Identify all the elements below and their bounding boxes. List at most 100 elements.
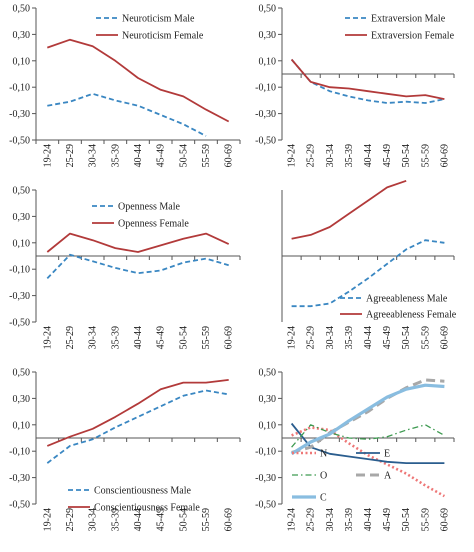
x-tick-label: 45-49 — [382, 326, 393, 349]
legend-label: Neuroticism Female — [122, 31, 204, 42]
chart-panel-6: -0,50 -0,30 -0,10 0,10 0,30 0,50 19-24 25-29 30-… — [255, 368, 455, 531]
x-tick-label: 40-44 — [133, 144, 144, 167]
x-tick-label: 25-29 — [65, 144, 76, 167]
x-tick-label: 25-29 — [306, 508, 317, 531]
x-tick-label: 55-59 — [201, 508, 212, 531]
x-tick-label: 30-34 — [325, 144, 336, 167]
y-tick-label: -0,10 — [9, 83, 30, 94]
y-tick-label: 0,10 — [13, 238, 31, 249]
y-tick-label: -0,30 — [255, 109, 276, 120]
x-tick-label: 45-49 — [156, 144, 167, 167]
legend-label: N — [320, 449, 327, 460]
x-tick-label: 35-39 — [110, 144, 121, 167]
y-tick-label: 0,50 — [259, 4, 277, 15]
legend-label: Openness Male — [118, 202, 180, 213]
x-tick-label: 19-24 — [287, 508, 298, 531]
legend-label: Conscientiousness Female — [94, 503, 200, 514]
y-tick-label: 0,30 — [13, 394, 31, 405]
y-tick-label: -0,50 — [9, 500, 30, 511]
x-tick-label: 55-59 — [420, 508, 431, 531]
chart-panel-5: -0,50 -0,30 -0,10 0,10 0,30 0,50 19-24 25-29 30-… — [9, 368, 241, 531]
y-tick-label: -0,30 — [9, 291, 30, 302]
y-tick-label: 0,50 — [259, 368, 277, 379]
x-tick-label: 60-69 — [439, 326, 450, 349]
y-tick-label: 0,10 — [13, 56, 31, 67]
series-line-extraversion-female — [290, 58, 445, 100]
legend-label: Openness Female — [118, 219, 189, 230]
y-tick-label: -0,30 — [9, 109, 30, 120]
x-tick-label: 40-44 — [363, 326, 374, 349]
x-tick-label: 30-34 — [88, 326, 99, 349]
series-line-c — [290, 383, 445, 456]
y-tick-label: -0,10 — [9, 447, 30, 458]
x-tick-label: 30-34 — [88, 508, 99, 531]
x-tick-label: 55-59 — [201, 326, 212, 349]
x-tick-label: 19-24 — [42, 326, 53, 349]
y-tick-label: 0,50 — [13, 4, 31, 15]
legend-label: Agreeableness Male — [366, 294, 448, 305]
series-line-conscientiousness-male — [46, 389, 229, 464]
y-tick-label: -0,10 — [255, 447, 276, 458]
chart-panel-1: -0,50 -0,30 -0,10 0,10 0,30 0,50 19-24 25-29 30-… — [9, 4, 241, 167]
x-tick-label: 30-34 — [88, 144, 99, 167]
x-tick-label: 50-54 — [401, 144, 412, 167]
legend-label: Conscientiousness Male — [94, 486, 191, 497]
y-tick-label: -0,50 — [9, 318, 30, 329]
x-tick-label: 40-44 — [363, 144, 374, 167]
x-tick-label: 40-44 — [363, 508, 374, 531]
y-tick-label: -0,50 — [255, 500, 276, 511]
y-tick-label: -0,50 — [255, 136, 276, 147]
x-tick-label: 50-54 — [178, 508, 189, 531]
series-line-e — [290, 422, 445, 465]
x-tick-label: 25-29 — [65, 326, 76, 349]
x-tick-label: 30-34 — [325, 326, 336, 349]
x-tick-label: 19-24 — [287, 326, 298, 349]
y-tick-label: 0,30 — [259, 394, 277, 405]
y-tick-label: 0,50 — [13, 186, 31, 197]
x-tick-label: 60-69 — [224, 326, 235, 349]
legend-label: Neuroticism Male — [122, 14, 195, 25]
y-tick-label: 0,10 — [259, 420, 277, 431]
chart-panel-3: -0,50 -0,30 -0,10 0,10 0,30 0,50 19-24 25-29 30-… — [9, 186, 241, 349]
y-tick-label: 0,10 — [259, 56, 277, 67]
x-tick-label: 60-69 — [439, 508, 450, 531]
y-tick-label: 0,30 — [259, 30, 277, 41]
series-line-agreeableness-male — [291, 239, 445, 308]
x-tick-label: 45-49 — [156, 508, 167, 531]
y-tick-label: 0,10 — [13, 420, 31, 431]
x-tick-label: 55-59 — [201, 144, 212, 167]
x-tick-label: 60-69 — [224, 144, 235, 167]
x-tick-label: 35-39 — [110, 326, 121, 349]
x-tick-label: 45-49 — [382, 144, 393, 167]
y-tick-label: -0,30 — [255, 473, 276, 484]
series-line-conscientiousness-female — [46, 379, 229, 447]
y-tick-label: -0,10 — [9, 265, 30, 276]
series-line-neuroticism-female — [47, 38, 230, 123]
legend-label: Agreeableness Female — [366, 310, 457, 321]
x-tick-label: 40-44 — [133, 508, 144, 531]
chart-panel-2: -0,50 -0,30 -0,10 0,10 0,30 0,50 19-24 25-29 30-… — [255, 4, 454, 168]
x-tick-label: 55-59 — [420, 326, 431, 349]
series-line-o — [291, 424, 445, 448]
x-tick-label: 25-29 — [306, 326, 317, 349]
series-line-n — [291, 426, 446, 498]
legend-label: E — [384, 449, 390, 460]
x-tick-label: 40-44 — [133, 326, 144, 349]
x-tick-label: 50-54 — [401, 326, 412, 349]
legend-label: Extraversion Male — [371, 14, 446, 25]
y-tick-label: -0,30 — [9, 473, 30, 484]
series-line-extraversion-male — [290, 58, 445, 104]
x-tick-label: 45-49 — [156, 326, 167, 349]
y-tick-label: -0,50 — [9, 136, 30, 147]
legend-label: A — [384, 471, 392, 482]
legend: N E O A C — [292, 449, 392, 504]
x-tick-label: 35-39 — [344, 326, 355, 349]
x-tick-label: 30-34 — [325, 508, 336, 531]
y-tick-label: -0,10 — [255, 83, 276, 94]
x-tick-label: 50-54 — [178, 326, 189, 349]
x-tick-label: 35-39 — [344, 508, 355, 531]
x-tick-label: 60-69 — [224, 508, 235, 531]
x-tick-label: 50-54 — [178, 144, 189, 167]
series-line-neuroticism-male — [47, 92, 207, 137]
